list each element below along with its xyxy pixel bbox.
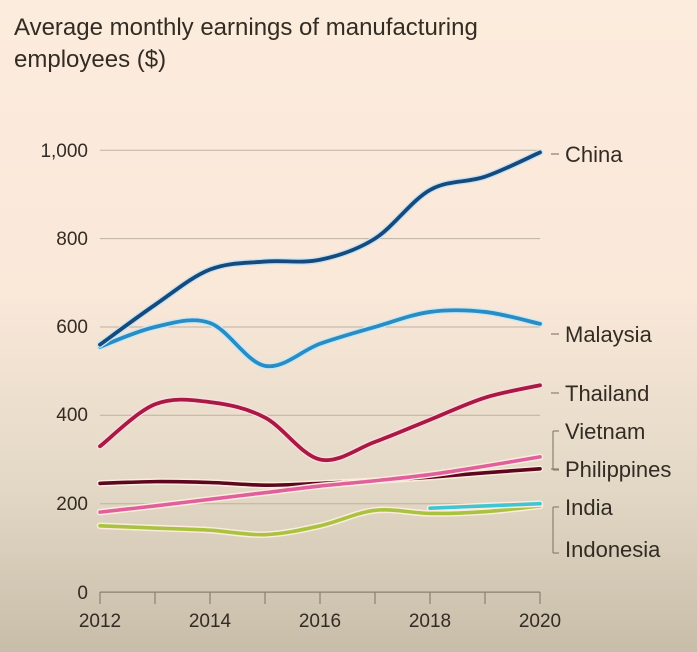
svg-text:2018: 2018 <box>409 611 451 632</box>
svg-text:Malaysia: Malaysia <box>565 322 653 347</box>
svg-text:0: 0 <box>77 583 88 604</box>
svg-text:600: 600 <box>56 317 88 338</box>
svg-text:1,000: 1,000 <box>40 141 88 162</box>
svg-text:2020: 2020 <box>519 611 561 632</box>
svg-text:China: China <box>565 142 623 167</box>
svg-text:India: India <box>565 495 613 520</box>
svg-text:Thailand: Thailand <box>565 381 649 406</box>
svg-text:2016: 2016 <box>299 611 341 632</box>
svg-text:Vietnam: Vietnam <box>565 419 645 444</box>
svg-text:Indonesia: Indonesia <box>565 537 661 562</box>
svg-text:2014: 2014 <box>189 611 232 632</box>
svg-text:800: 800 <box>56 229 88 250</box>
svg-text:Philippines: Philippines <box>565 457 671 482</box>
svg-text:200: 200 <box>56 494 88 515</box>
svg-text:400: 400 <box>56 405 88 426</box>
svg-text:2012: 2012 <box>79 611 121 632</box>
